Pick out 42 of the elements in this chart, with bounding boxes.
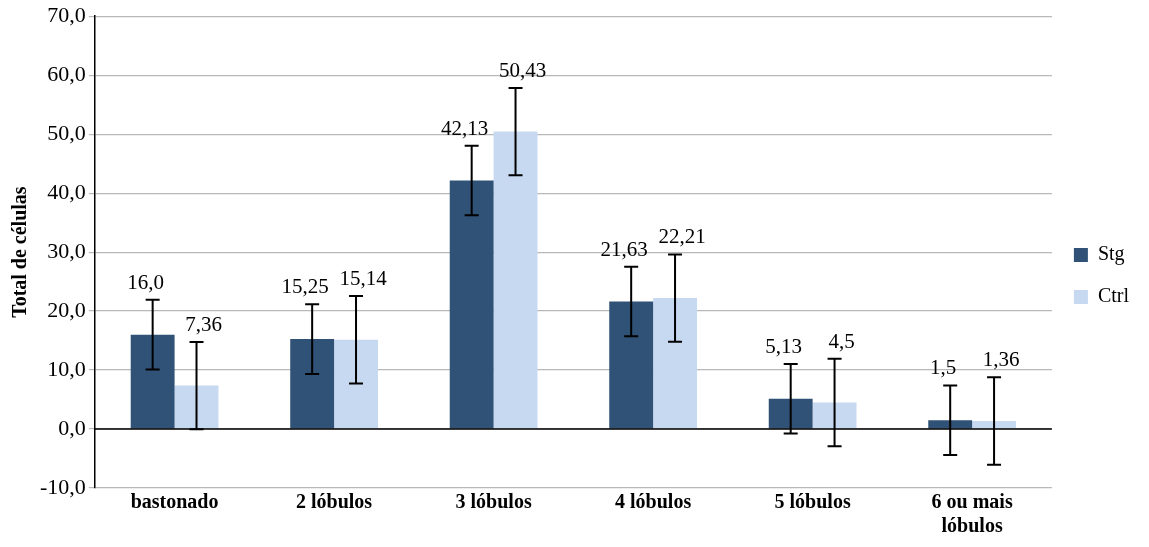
bar: [130, 334, 175, 429]
y-tick-label: 60,0: [47, 60, 86, 86]
bar: [174, 385, 219, 429]
bar: [972, 421, 1016, 429]
data-label: 1,36: [982, 347, 1020, 372]
bar: [290, 339, 335, 429]
bar: [653, 298, 697, 429]
x-tick-label: 4 lóbulos: [615, 490, 692, 513]
y-tick-label: 30,0: [47, 237, 86, 263]
data-label: 22,21: [658, 224, 706, 249]
y-tick-label: 40,0: [47, 178, 86, 204]
x-tick-label: 5 lóbulos: [774, 490, 851, 513]
bar: [493, 131, 538, 429]
x-tick-label: 6 ou mais lóbulos: [931, 490, 1013, 537]
bar: [812, 402, 857, 429]
y-tick-label: 10,0: [47, 355, 86, 381]
data-label: 21,63: [600, 236, 648, 261]
y-tick-label: 0,0: [58, 414, 86, 440]
data-label: 50,43: [498, 57, 547, 82]
y-tick-label: 50,0: [47, 119, 86, 145]
data-label: 5,13: [765, 333, 803, 358]
bar: [449, 180, 494, 429]
x-tick-label: 3 lóbulos: [455, 490, 532, 513]
data-label: 4,5: [828, 328, 855, 353]
y-axis-title: Total de células: [8, 186, 31, 318]
data-label: 1,5: [930, 355, 957, 380]
legend-label: Ctrl: [1097, 284, 1130, 307]
bar: [768, 398, 813, 429]
x-tick-label: 2 lóbulos: [296, 490, 373, 513]
x-tick-label: bastonado: [130, 490, 219, 513]
legend-label: Stg: [1097, 242, 1125, 266]
data-label: 42,13: [441, 115, 489, 140]
bar: [928, 420, 973, 429]
y-tick-label: -10,0: [40, 473, 86, 499]
data-label: 16,0: [127, 269, 165, 294]
y-tick-label: 70,0: [47, 1, 86, 27]
data-label: 15,25: [281, 274, 329, 299]
data-label: 15,14: [339, 266, 388, 291]
bar: [609, 301, 654, 429]
y-tick-label: 20,0: [47, 296, 86, 322]
bar: [334, 339, 378, 429]
data-label: 7,36: [185, 311, 222, 336]
